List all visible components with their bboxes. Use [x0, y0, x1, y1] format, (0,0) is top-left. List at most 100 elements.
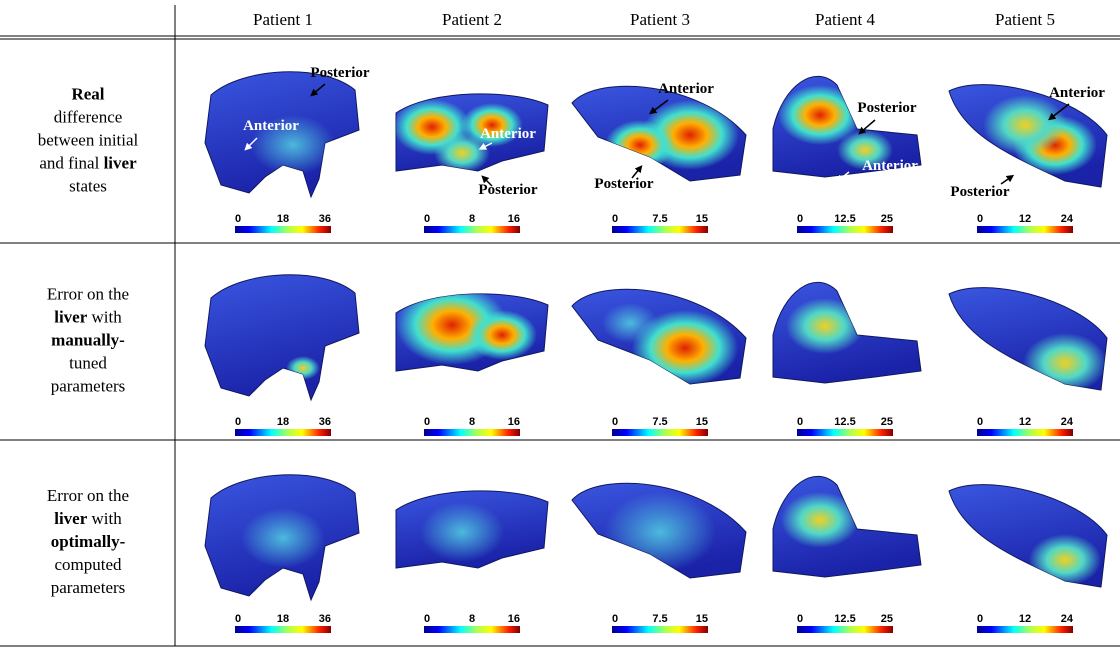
colorbar — [612, 626, 708, 633]
liver-render — [204, 474, 360, 602]
row-label-text: between initial — [38, 130, 139, 149]
orientation-label: Posterior — [478, 182, 537, 198]
colorbar-tick: 0 — [612, 416, 618, 428]
row-label-text: tuned — [69, 353, 107, 372]
row-label: optimally- — [51, 532, 126, 551]
orientation-label: Anterior — [243, 118, 299, 134]
row-label: liver with — [54, 307, 122, 326]
liver-render — [395, 293, 549, 372]
colorbar — [612, 429, 708, 436]
orientation-arrow — [836, 171, 850, 183]
column-header: Patient 2 — [442, 10, 502, 29]
colorbar-tick: 12 — [1019, 416, 1031, 428]
colorbar — [977, 429, 1073, 436]
orientation-arrow — [310, 83, 326, 97]
colorbar-tick: 24 — [1061, 213, 1074, 225]
orientation-label: Posterior — [310, 65, 369, 81]
row-label-text: parameters — [51, 376, 126, 395]
orientation-label: Anterior — [862, 158, 918, 174]
liver-heat — [396, 99, 523, 171]
colorbar-tick: 12.5 — [834, 613, 855, 625]
colorbar-tick: 8 — [469, 613, 475, 625]
row-label-text: computed — [54, 555, 122, 574]
row-label-text: manually- — [51, 330, 125, 349]
orientation-label: Posterior — [594, 176, 653, 192]
liver-heat — [420, 502, 504, 562]
row-label: Real — [71, 84, 104, 103]
colorbar-tick: 0 — [424, 613, 430, 625]
row-label-text: states — [69, 176, 107, 195]
heat-spot — [778, 85, 862, 145]
row-label: states — [69, 176, 107, 195]
colorbar-tick: 8 — [469, 213, 475, 225]
liver-heat — [785, 298, 865, 354]
colorbar-tick: 12 — [1019, 613, 1031, 625]
row-label: and final liver — [39, 153, 137, 172]
colorbar-tick: 0 — [235, 416, 241, 428]
colorbar-tick: 7.5 — [652, 213, 667, 225]
orientation-label: Anterior — [658, 81, 714, 97]
liver-render — [204, 71, 360, 199]
colorbar-tick: 12 — [1019, 213, 1031, 225]
orientation-label: Anterior — [1049, 85, 1105, 101]
colorbar-tick: 0 — [235, 213, 241, 225]
colorbar-tick: 36 — [319, 213, 331, 225]
liver-render — [571, 482, 747, 579]
row-label-text: Error on the — [47, 284, 129, 303]
liver-heat — [1023, 333, 1107, 390]
liver-heat — [251, 115, 335, 175]
row-label: computed — [54, 555, 122, 574]
row-label-text: with — [87, 307, 122, 326]
heat-spot — [420, 502, 504, 562]
colorbar — [424, 429, 520, 436]
colorbar-tick: 36 — [319, 613, 331, 625]
liver-heat — [286, 356, 320, 380]
row-label-text: with — [87, 509, 122, 528]
colorbar-tick: 0 — [977, 213, 983, 225]
orientation-arrow — [1000, 174, 1015, 185]
colorbar-tick: 15 — [696, 613, 708, 625]
colorbar-tick: 0 — [797, 613, 803, 625]
column-header: Patient 4 — [815, 10, 875, 29]
row-label-text: difference — [54, 107, 123, 126]
heat-spot — [605, 120, 675, 170]
liver-render — [948, 287, 1108, 391]
orientation-arrow — [858, 119, 876, 135]
liver-heat — [241, 508, 325, 568]
colorbar-tick: 18 — [277, 213, 289, 225]
colorbar-tick: 12.5 — [834, 213, 855, 225]
row-label-text: liver — [54, 509, 87, 528]
row-label: manually- — [51, 330, 125, 349]
heat-spot — [837, 130, 893, 170]
row-label: parameters — [51, 578, 126, 597]
colorbar-tick: 0 — [977, 416, 983, 428]
column-header: Patient 5 — [995, 10, 1055, 29]
liver-heat — [778, 85, 893, 170]
colorbar-tick: 36 — [319, 416, 331, 428]
orientation-arrow — [649, 99, 669, 115]
heat-spot — [602, 303, 658, 343]
orientation-label: Anterior — [480, 126, 536, 142]
liver-surface — [204, 274, 360, 402]
colorbar — [235, 429, 331, 436]
heat-spot — [251, 115, 335, 175]
heat-spot — [467, 310, 537, 360]
row-label-text: optimally- — [51, 532, 126, 551]
heat-spot — [241, 508, 325, 568]
colorbar-tick: 0 — [424, 416, 430, 428]
column-header: Patient 3 — [630, 10, 690, 29]
colorbar-tick: 0 — [612, 613, 618, 625]
colorbar-tick: 18 — [277, 613, 289, 625]
orientation-label: Posterior — [950, 184, 1009, 200]
heat-spot — [434, 133, 490, 171]
liver-render — [772, 281, 922, 384]
colorbar-tick: 0 — [612, 213, 618, 225]
row-label: between initial — [38, 130, 139, 149]
colorbar-tick: 7.5 — [652, 416, 667, 428]
row-label: parameters — [51, 376, 126, 395]
colorbar-tick: 16 — [508, 416, 520, 428]
colorbar — [235, 226, 331, 233]
colorbar-tick: 24 — [1061, 416, 1074, 428]
row-label-text: liver — [104, 153, 137, 172]
row-label: tuned — [69, 353, 107, 372]
